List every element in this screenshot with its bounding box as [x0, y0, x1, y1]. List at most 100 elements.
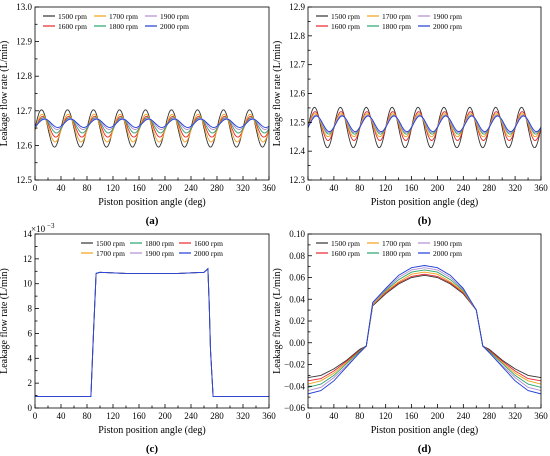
- x-tick-label: 0: [33, 411, 38, 421]
- series-line-2000-rpm: [35, 267, 269, 397]
- x-tick-label: 280: [210, 183, 224, 193]
- x-tick-label: 0: [306, 411, 311, 421]
- x-tick-label: 360: [534, 183, 548, 193]
- series-line-1500-rpm: [35, 267, 269, 397]
- y-tick-label: 12.4: [289, 146, 305, 156]
- series-line-1800-rpm: [35, 267, 269, 397]
- x-axis-title: Piston position angle (deg): [98, 425, 206, 436]
- chart-panel-4: 0 40 80 120 160 200 240 280 320 360 −0.06 −0.04 −0.0…: [272, 229, 548, 455]
- plot-frame: [307, 233, 542, 409]
- y-axis-title: Leakage flow rate (L/min): [0, 268, 10, 374]
- y-axis-title: Leakage flow rate (L/min): [272, 41, 283, 147]
- x-tick-label: 200: [158, 183, 172, 193]
- x-tick-label: 320: [236, 183, 250, 193]
- y-tick-label: 0: [28, 403, 33, 413]
- x-tick-label: 160: [132, 183, 146, 193]
- y-tick-label: 8: [28, 304, 33, 314]
- legend-label: 1900 rpm: [145, 249, 174, 258]
- series-line-2000-rpm: [308, 265, 541, 395]
- legend-label: 1900 rpm: [433, 239, 462, 248]
- plot-frame: [34, 6, 270, 181]
- y-tick-label: 12: [23, 254, 32, 264]
- y-tick-label: 12.7: [289, 60, 305, 70]
- y-multiplier-exp: −3: [47, 222, 55, 230]
- y-tick-label: 12.9: [289, 2, 305, 12]
- y-tick-label: 12.8: [289, 31, 305, 41]
- plot-frame: [307, 6, 542, 181]
- series-line-1700-rpm: [35, 113, 269, 143]
- legend-label: 1800 rpm: [382, 249, 411, 258]
- y-axis-title: Leakage flow rate (L/min): [0, 41, 10, 147]
- x-tick-label: 240: [184, 411, 198, 421]
- x-tick-label: 320: [236, 411, 250, 421]
- legend-label: 1700 rpm: [109, 12, 138, 21]
- x-tick-label: 240: [184, 183, 198, 193]
- y-tick-label: 12.5: [16, 175, 32, 185]
- x-tick-label: 240: [457, 411, 471, 421]
- x-tick-label: 80: [355, 183, 365, 193]
- y-tick-label: 12.9: [16, 37, 32, 47]
- chart-panel-3: 0 40 80 120 160 200 240 280 320 360 0 2 4 6 8 10 12 14 Pis…: [0, 222, 276, 455]
- series-line-1900-rpm: [308, 114, 541, 134]
- x-tick-label: 0: [33, 183, 38, 193]
- series-line-1800-rpm: [308, 269, 541, 388]
- x-tick-label: 120: [379, 411, 393, 421]
- y-tick-label: −0.06: [284, 403, 305, 413]
- series-line-1500-rpm: [35, 109, 269, 148]
- series-lines: [35, 109, 269, 148]
- series-line-1600-rpm: [35, 115, 269, 138]
- x-tick-label: 360: [262, 183, 276, 193]
- x-tick-label: 360: [262, 411, 276, 421]
- y-tick-label: 13.0: [16, 2, 32, 12]
- x-tick-label: 120: [106, 411, 120, 421]
- legend-label: 1600 rpm: [331, 249, 360, 258]
- legend-label: 1900 rpm: [160, 12, 189, 21]
- y-tick-label: 0.04: [289, 294, 305, 304]
- x-axis-title: Piston position angle (deg): [371, 197, 479, 208]
- y-tick-label: 0.08: [289, 251, 305, 261]
- series-line-1600-rpm: [308, 273, 541, 382]
- plot-frame: [34, 233, 270, 409]
- series-line-1700-rpm: [308, 271, 541, 385]
- legend-label: 1600 rpm: [194, 239, 223, 248]
- legend-label: 1800 rpm: [109, 22, 138, 31]
- x-tick-label: 120: [106, 183, 120, 193]
- legend-label: 1800 rpm: [382, 22, 411, 31]
- y-tick-label: 12.5: [289, 117, 305, 127]
- legend-label: 2000 rpm: [160, 22, 189, 31]
- legend-label: 1700 rpm: [96, 249, 125, 258]
- x-axis-title: Piston position angle (deg): [98, 197, 206, 208]
- series-line-1800-rpm: [35, 117, 269, 134]
- x-tick-label: 40: [57, 183, 67, 193]
- x-tick-label: 160: [132, 411, 146, 421]
- y-tick-label: 12.7: [16, 106, 32, 116]
- x-tick-label: 40: [329, 411, 339, 421]
- y-tick-label: 0.00: [289, 338, 305, 348]
- x-tick-label: 160: [405, 183, 419, 193]
- legend-label: 1800 rpm: [145, 239, 174, 248]
- x-tick-label: 80: [83, 411, 93, 421]
- legend-label: 2000 rpm: [433, 249, 462, 258]
- y-tick-label: 12.6: [16, 140, 32, 150]
- x-tick-label: 40: [57, 411, 67, 421]
- panel-label: (b): [418, 215, 432, 227]
- x-tick-label: 160: [405, 411, 419, 421]
- series-line-1700-rpm: [35, 267, 269, 397]
- y-axis-title: Leakage flow rate (L/min): [272, 268, 283, 374]
- x-tick-label: 0: [306, 183, 311, 193]
- x-tick-label: 40: [329, 183, 339, 193]
- x-tick-label: 240: [457, 183, 471, 193]
- x-tick-label: 200: [431, 183, 445, 193]
- x-tick-label: 320: [508, 411, 522, 421]
- x-tick-label: 280: [210, 411, 224, 421]
- y-tick-label: −0.02: [284, 360, 305, 370]
- panel-label: (c): [146, 443, 159, 455]
- legend-label: 1600 rpm: [58, 22, 87, 31]
- x-tick-label: 200: [431, 411, 445, 421]
- y-tick-label: 0.10: [289, 229, 305, 239]
- x-tick-label: 320: [508, 183, 522, 193]
- legend-label: 1700 rpm: [382, 239, 411, 248]
- series-line-1500-rpm: [308, 274, 541, 379]
- y-tick-label: −0.04: [284, 381, 305, 391]
